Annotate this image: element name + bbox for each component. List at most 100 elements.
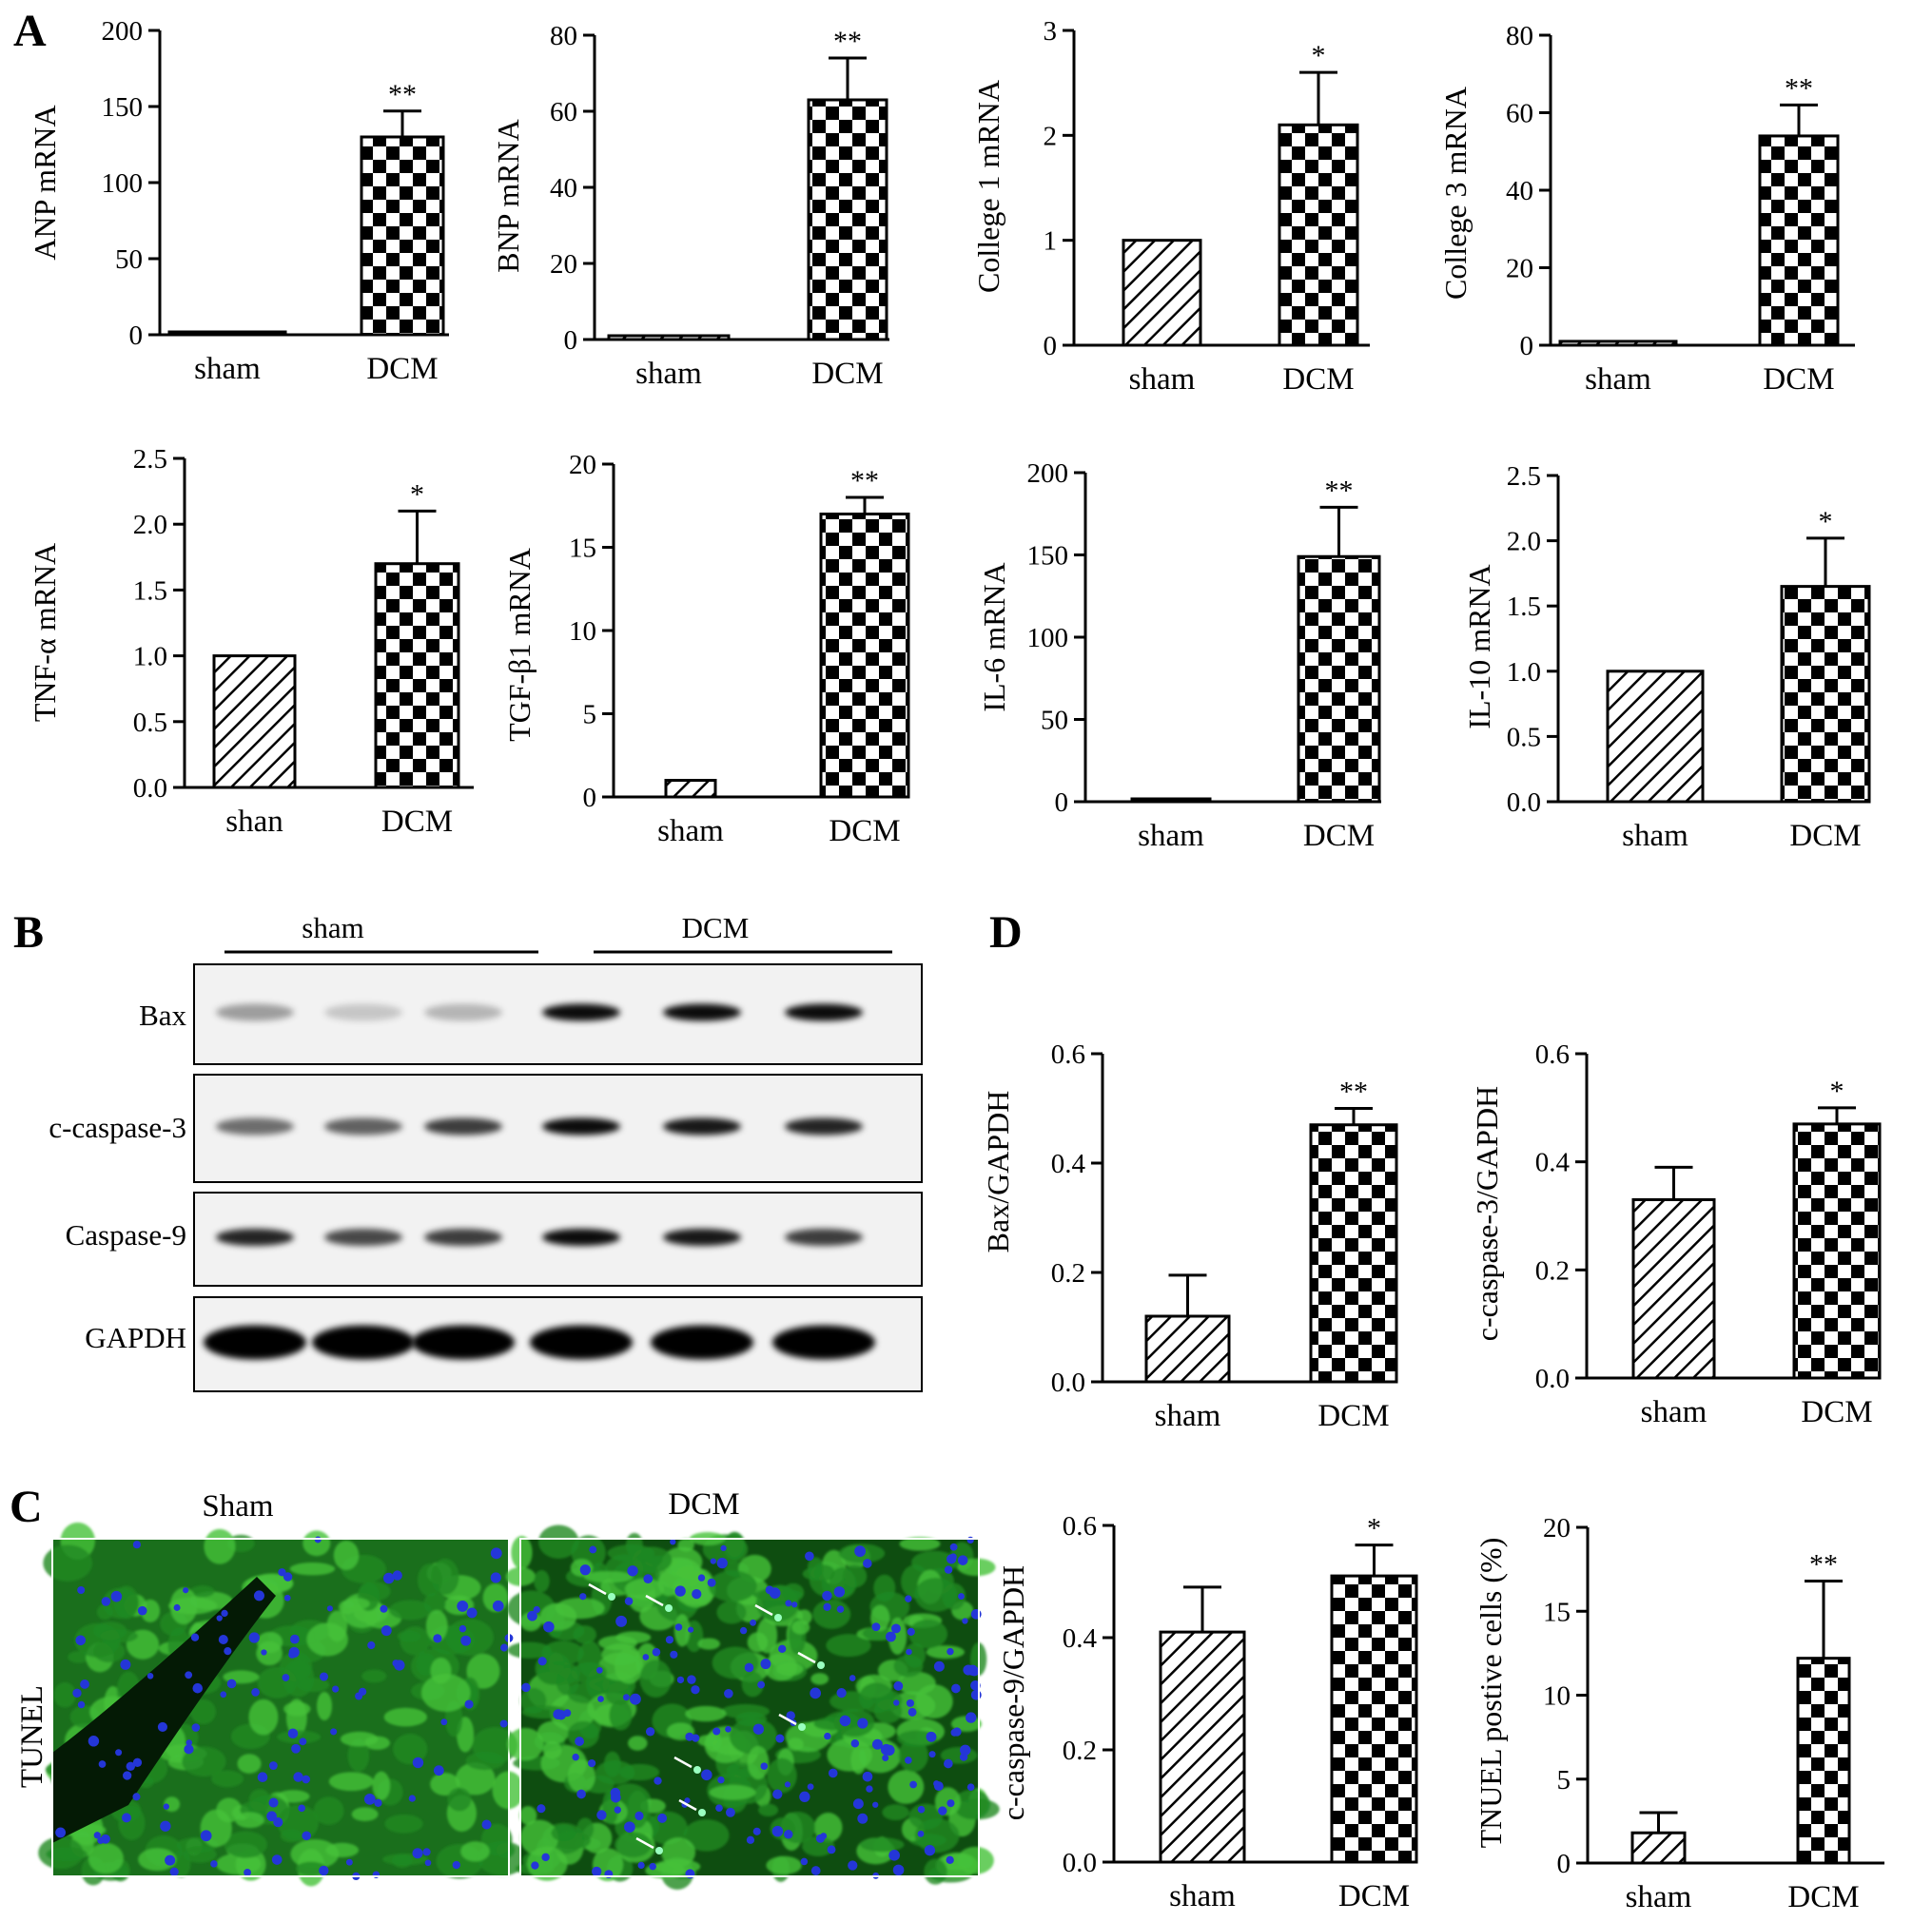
bar-sham (1159, 1630, 1246, 1864)
nucleus (184, 1744, 194, 1755)
blot-group-dcm: DCM (682, 911, 750, 944)
nucleus (966, 1783, 975, 1791)
tissue-cell (908, 1803, 944, 1830)
nucleus (459, 1624, 467, 1633)
bar-chart-12: 0 5 10 15 20 TNUEL postive cells (%) sham ** DCM (1473, 1513, 1884, 1914)
nucleus (460, 1635, 472, 1646)
bar-sham (1631, 1197, 1716, 1380)
tissue-cell (340, 1731, 379, 1747)
nucleus (805, 1551, 814, 1562)
nucleus (715, 1804, 723, 1813)
nucleus (299, 1738, 307, 1746)
nucleus (367, 1640, 376, 1650)
tissue-cell (211, 1770, 244, 1788)
nucleus (287, 1728, 299, 1739)
bar-dcm (374, 562, 460, 789)
tissue-cell (397, 1630, 421, 1642)
tissue-cell (926, 1645, 965, 1660)
nucleus (332, 1685, 340, 1693)
nucleus (687, 1675, 696, 1684)
nucleus (537, 1657, 547, 1666)
nucleus (917, 1830, 925, 1837)
nucleus (589, 1545, 597, 1554)
tunel-arrow (678, 1798, 697, 1812)
nucleus (828, 1768, 838, 1778)
bar-sham (212, 654, 297, 789)
nucleus (933, 1660, 945, 1672)
nucleus (907, 1627, 915, 1636)
tissue-cell (893, 1655, 924, 1678)
nucleus (924, 1844, 936, 1856)
y-tick-label: 0 (1520, 331, 1534, 361)
nucleus (543, 1621, 555, 1633)
y-tick-label: 1.0 (1507, 657, 1541, 688)
nucleus (760, 1659, 771, 1670)
y-tick-label: 0.2 (1063, 1736, 1097, 1766)
y-tick-label: 0.4 (1051, 1149, 1086, 1179)
nucleus (165, 1854, 176, 1866)
tissue-cell (140, 1599, 161, 1622)
bar-chart-5: 0.0 0.5 1.0 1.5 2.0 2.5 TNF-α mRNA shan * DCM (28, 444, 474, 839)
nucleus (712, 1727, 721, 1736)
nucleus (185, 1671, 193, 1679)
nucleus (224, 1647, 232, 1656)
tissue-cell (99, 1629, 139, 1643)
nucleus (688, 1626, 694, 1633)
tissue-cell (237, 1754, 262, 1774)
tissue-cell (317, 1691, 333, 1720)
nucleus (72, 1688, 82, 1699)
tissue-cell (507, 1641, 552, 1659)
nucleus (933, 1781, 944, 1792)
category-label: sham (1622, 819, 1688, 853)
blot-band (324, 1003, 402, 1021)
nucleus (784, 1830, 793, 1839)
nucleus (872, 1801, 879, 1808)
y-tick-label: 2.5 (1507, 461, 1541, 492)
blot-band (785, 1229, 863, 1246)
nucleus (464, 1699, 474, 1709)
tissue-cell (598, 1635, 638, 1651)
tissue-cell (496, 1842, 516, 1858)
y-tick-label: 0 (564, 325, 578, 356)
nucleus (676, 1676, 685, 1684)
y-tick-label: 0.6 (1051, 1039, 1085, 1070)
nucleus (596, 1810, 607, 1820)
tissue-cell (721, 1703, 771, 1719)
nucleus (380, 1604, 388, 1613)
nucleus (160, 1820, 171, 1832)
nucleus (744, 1662, 754, 1673)
tissue-cell (430, 1773, 460, 1796)
nucleus (533, 1605, 540, 1614)
nuclei (55, 1536, 514, 1881)
tissue-cell (169, 1587, 198, 1625)
nucleus (183, 1587, 189, 1594)
significance-label: * (1367, 1513, 1381, 1544)
nucleus (157, 1721, 168, 1733)
tissue-cell (685, 1705, 727, 1722)
y-axis-title: c-caspase-3/GAPDH (1470, 1086, 1504, 1341)
bar-dcm (1758, 134, 1840, 347)
nucleus (481, 1819, 492, 1830)
y-tick-label: 0 (1044, 331, 1058, 361)
nucleus (848, 1860, 858, 1871)
tissue-cell (882, 1804, 909, 1821)
nucleus (946, 1855, 954, 1865)
nucleus (77, 1585, 86, 1594)
nucleus (944, 1758, 953, 1769)
tissue-cell (256, 1640, 283, 1666)
tissue-cell (813, 1564, 835, 1582)
nucleus (852, 1798, 864, 1810)
nucleus (93, 1832, 101, 1839)
tissue-cell (842, 1564, 868, 1588)
nucleus (724, 1688, 733, 1699)
tissue-cell (697, 1735, 718, 1747)
nucleus (624, 1597, 634, 1605)
nucleus (893, 1699, 900, 1706)
nucleus (670, 1650, 678, 1659)
nucleus (132, 1541, 142, 1549)
y-tick-label: 50 (1041, 706, 1068, 736)
nucleus (815, 1834, 825, 1843)
nucleus (752, 1827, 761, 1835)
tunel-images: Sham DCM TUNEL (15, 1487, 1000, 1890)
tissue-cell (519, 1819, 558, 1856)
